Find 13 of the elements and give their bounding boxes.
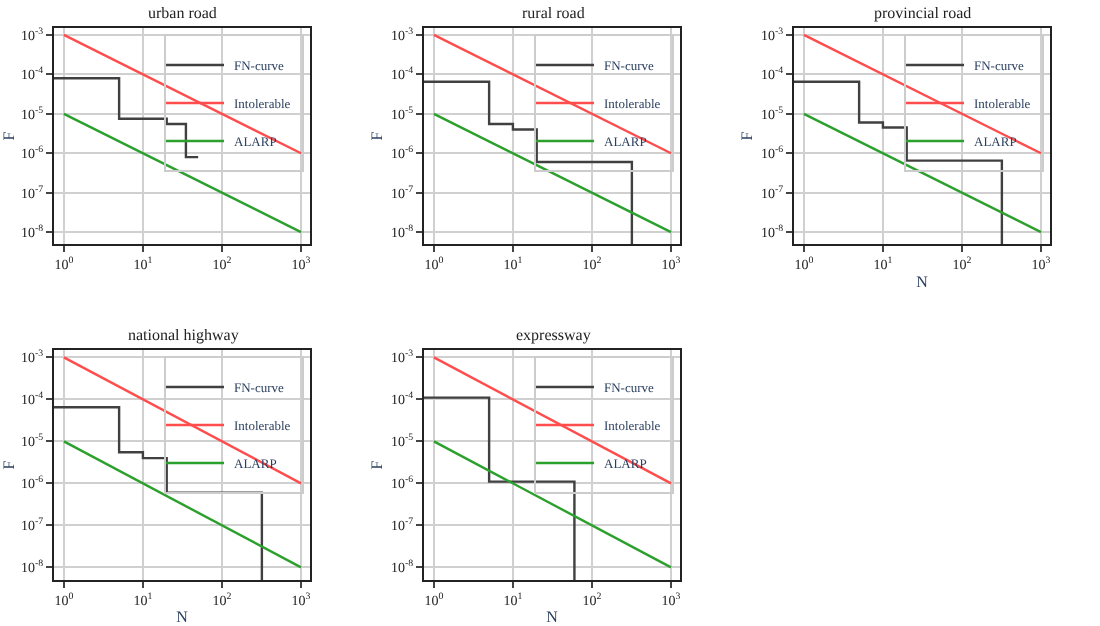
chart-title: rural road bbox=[522, 4, 585, 22]
x-axis-title: N bbox=[176, 608, 189, 626]
y-axis-title: F bbox=[0, 459, 18, 470]
y-axis-title: F bbox=[368, 130, 387, 141]
y-axis-title: F bbox=[0, 130, 18, 141]
y-axis-title: F bbox=[368, 459, 387, 470]
y-axis-title: F bbox=[738, 130, 757, 141]
chart-title: national highway bbox=[128, 326, 239, 344]
chart-title: expressway bbox=[516, 326, 591, 344]
chart-title: urban road bbox=[148, 4, 217, 22]
x-axis-title: N bbox=[546, 608, 559, 626]
chart-title: provincial road bbox=[874, 4, 972, 22]
x-axis-title: N bbox=[916, 273, 929, 291]
